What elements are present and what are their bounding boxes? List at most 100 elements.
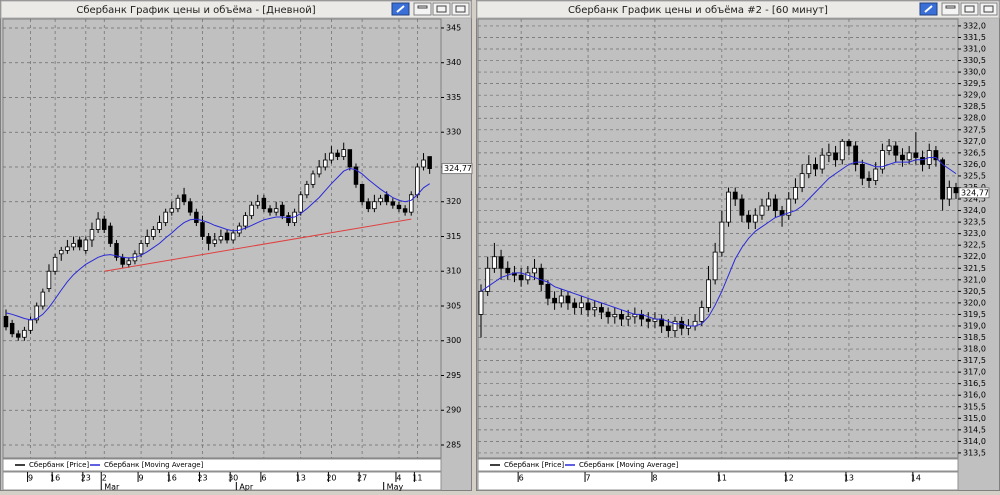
y-tick-label: 330 <box>446 128 461 137</box>
candle-body <box>316 166 322 175</box>
moving-average-line <box>5 167 430 321</box>
maximize-button[interactable] <box>960 2 979 16</box>
candle-body <box>46 270 52 290</box>
candle-body <box>59 249 64 255</box>
last-price-label: 324,77 <box>961 188 989 197</box>
y-tick-label: 315 <box>446 232 461 241</box>
candle-body <box>813 164 818 170</box>
candle-body <box>665 325 671 331</box>
candle-body <box>505 267 511 274</box>
y-tick-label: 323,0 <box>963 229 986 238</box>
close-button-icon <box>983 5 994 13</box>
candle-body <box>40 291 46 307</box>
moving-average-line <box>480 157 957 327</box>
candle-body <box>255 201 260 206</box>
y-tick-label: 328,0 <box>963 114 986 123</box>
candle-body <box>243 215 248 227</box>
y-tick-label: 285 <box>446 441 461 450</box>
candle-body <box>940 159 946 200</box>
close-button[interactable] <box>451 2 470 16</box>
candle-body <box>200 222 205 237</box>
x-tick-label: 9 <box>139 474 144 483</box>
y-tick-label: 345 <box>446 23 461 32</box>
legend-label: Сбербанк [Moving Average] <box>579 461 679 469</box>
candle-body <box>28 319 33 331</box>
candle-body <box>163 211 168 223</box>
maximize-button[interactable] <box>432 2 451 16</box>
close-button[interactable] <box>979 2 998 16</box>
candle-body <box>65 246 70 251</box>
x-tick-label: 14 <box>911 474 921 483</box>
candle-body <box>592 307 598 311</box>
y-tick-label: 310 <box>446 267 461 276</box>
candle-body <box>585 302 591 311</box>
y-tick-label: 290 <box>446 406 461 415</box>
candle-body <box>206 236 211 244</box>
legend-strip <box>2 458 442 472</box>
candle-body <box>138 243 144 255</box>
y-tick-label: 322,5 <box>963 241 986 250</box>
candle-body <box>799 173 805 188</box>
candle-body <box>786 198 792 216</box>
candle-body <box>826 152 832 156</box>
candle-body <box>286 215 291 223</box>
candle-body <box>341 149 346 157</box>
candle-body <box>408 194 414 213</box>
candle-body <box>396 204 402 210</box>
y-tick-label: 318,0 <box>963 345 986 354</box>
candle-body <box>261 197 267 210</box>
last-price-box <box>441 163 473 175</box>
last-price-label: 324,77 <box>444 164 472 173</box>
candle-body <box>746 214 752 223</box>
minimize-button-icon <box>945 5 956 9</box>
candle-body <box>719 221 725 253</box>
x-axis-strip <box>477 471 959 491</box>
candle-body <box>893 145 899 156</box>
candle-body <box>280 204 285 217</box>
y-tick-label: 313,5 <box>963 448 986 457</box>
y-tick-label: 331,0 <box>963 45 986 54</box>
y-tick-label: 317,0 <box>963 368 986 377</box>
minimize-button[interactable] <box>413 2 432 16</box>
candle-body <box>732 191 738 200</box>
candle-body <box>538 267 544 285</box>
candle-body <box>187 201 193 213</box>
candle-body <box>491 256 497 269</box>
x-tick-label: 9 <box>28 474 33 483</box>
candle-body <box>900 154 905 161</box>
candle-body <box>485 267 491 292</box>
candle-body <box>71 243 76 248</box>
candle-body <box>126 260 132 265</box>
candle-body <box>819 154 825 170</box>
x-tick-label: 11 <box>412 474 422 483</box>
candle-body <box>839 140 845 161</box>
y-tick-label: 320 <box>446 197 461 206</box>
candle-body <box>9 322 15 335</box>
legend-label: Сбербанк [Price] <box>504 461 564 469</box>
y-tick-label: 322,0 <box>963 252 986 261</box>
y-tick-label: 323,5 <box>963 218 986 227</box>
candle-body <box>402 208 408 213</box>
y-tick-label: 319,5 <box>963 310 986 319</box>
close-button-icon <box>455 5 466 13</box>
candle-body <box>224 232 230 241</box>
y-tick-label: 329,5 <box>963 79 986 88</box>
y-tick-label: 320,0 <box>963 298 986 307</box>
candle-body <box>390 201 396 206</box>
candle-body <box>378 197 383 203</box>
x-tick-label: 4 <box>396 474 401 483</box>
y-tick-label: 321,5 <box>963 264 986 273</box>
candle-body <box>22 329 27 338</box>
x-tick-label: 16 <box>167 474 177 483</box>
y-tick-label: 330,5 <box>963 56 986 65</box>
candle-body <box>806 164 812 175</box>
candle-body <box>157 222 162 230</box>
y-tick-label: 325,5 <box>963 171 986 180</box>
candle-body <box>218 236 224 241</box>
minimize-button[interactable] <box>941 2 960 16</box>
y-tick-label: 340 <box>446 58 461 67</box>
candle-body <box>194 211 199 223</box>
candle-body <box>906 152 912 161</box>
candle-body <box>859 164 865 179</box>
y-tick-label: 324,5 <box>963 195 986 204</box>
